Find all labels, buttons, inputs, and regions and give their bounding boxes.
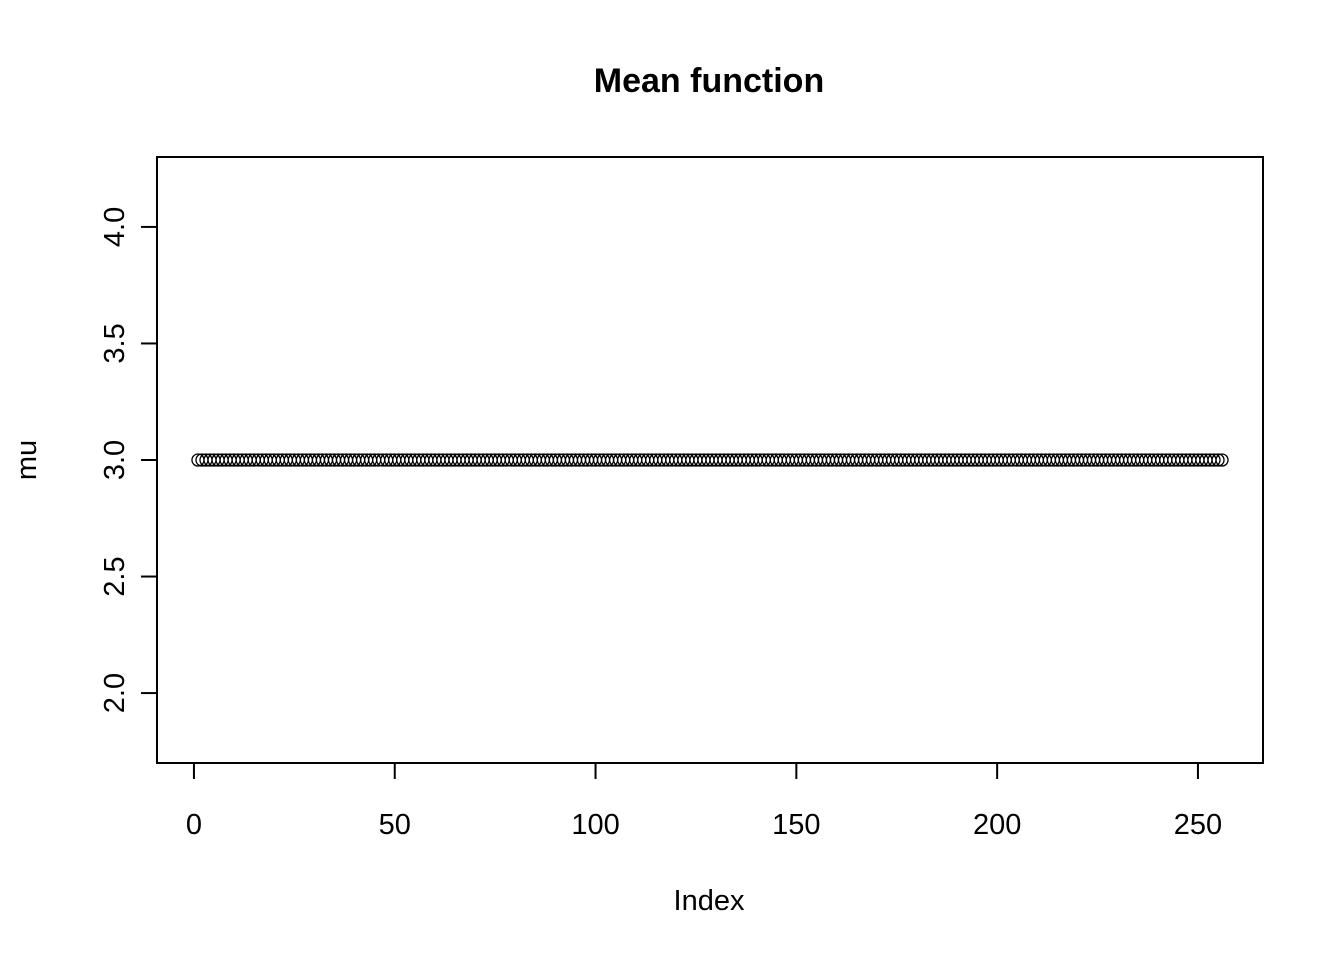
x-axis-label: Index [674,885,745,917]
y-tick-label: 3.0 [99,440,131,480]
y-tick-label: 2.0 [99,673,131,713]
x-tick-label: 0 [186,809,202,841]
y-axis-label: mu [11,440,43,480]
data-point [1207,453,1221,467]
x-tick-label: 100 [571,809,619,841]
chart-title: Mean function [594,62,824,100]
data-point [1215,453,1229,467]
x-tick-label: 250 [1174,809,1222,841]
x-tick-label: 200 [973,809,1021,841]
data-point [1211,453,1225,467]
y-tick-label: 2.5 [99,556,131,596]
x-tick-label: 50 [379,809,411,841]
x-tick-label: 150 [772,809,820,841]
x-axis: 0 50 100 150 200 250 [186,762,1222,841]
data-points [191,453,1229,467]
y-axis: 2.0 2.5 3.0 3.5 4.0 [99,207,158,713]
y-tick-label: 4.0 [99,207,131,247]
y-tick-label: 3.5 [99,323,131,363]
